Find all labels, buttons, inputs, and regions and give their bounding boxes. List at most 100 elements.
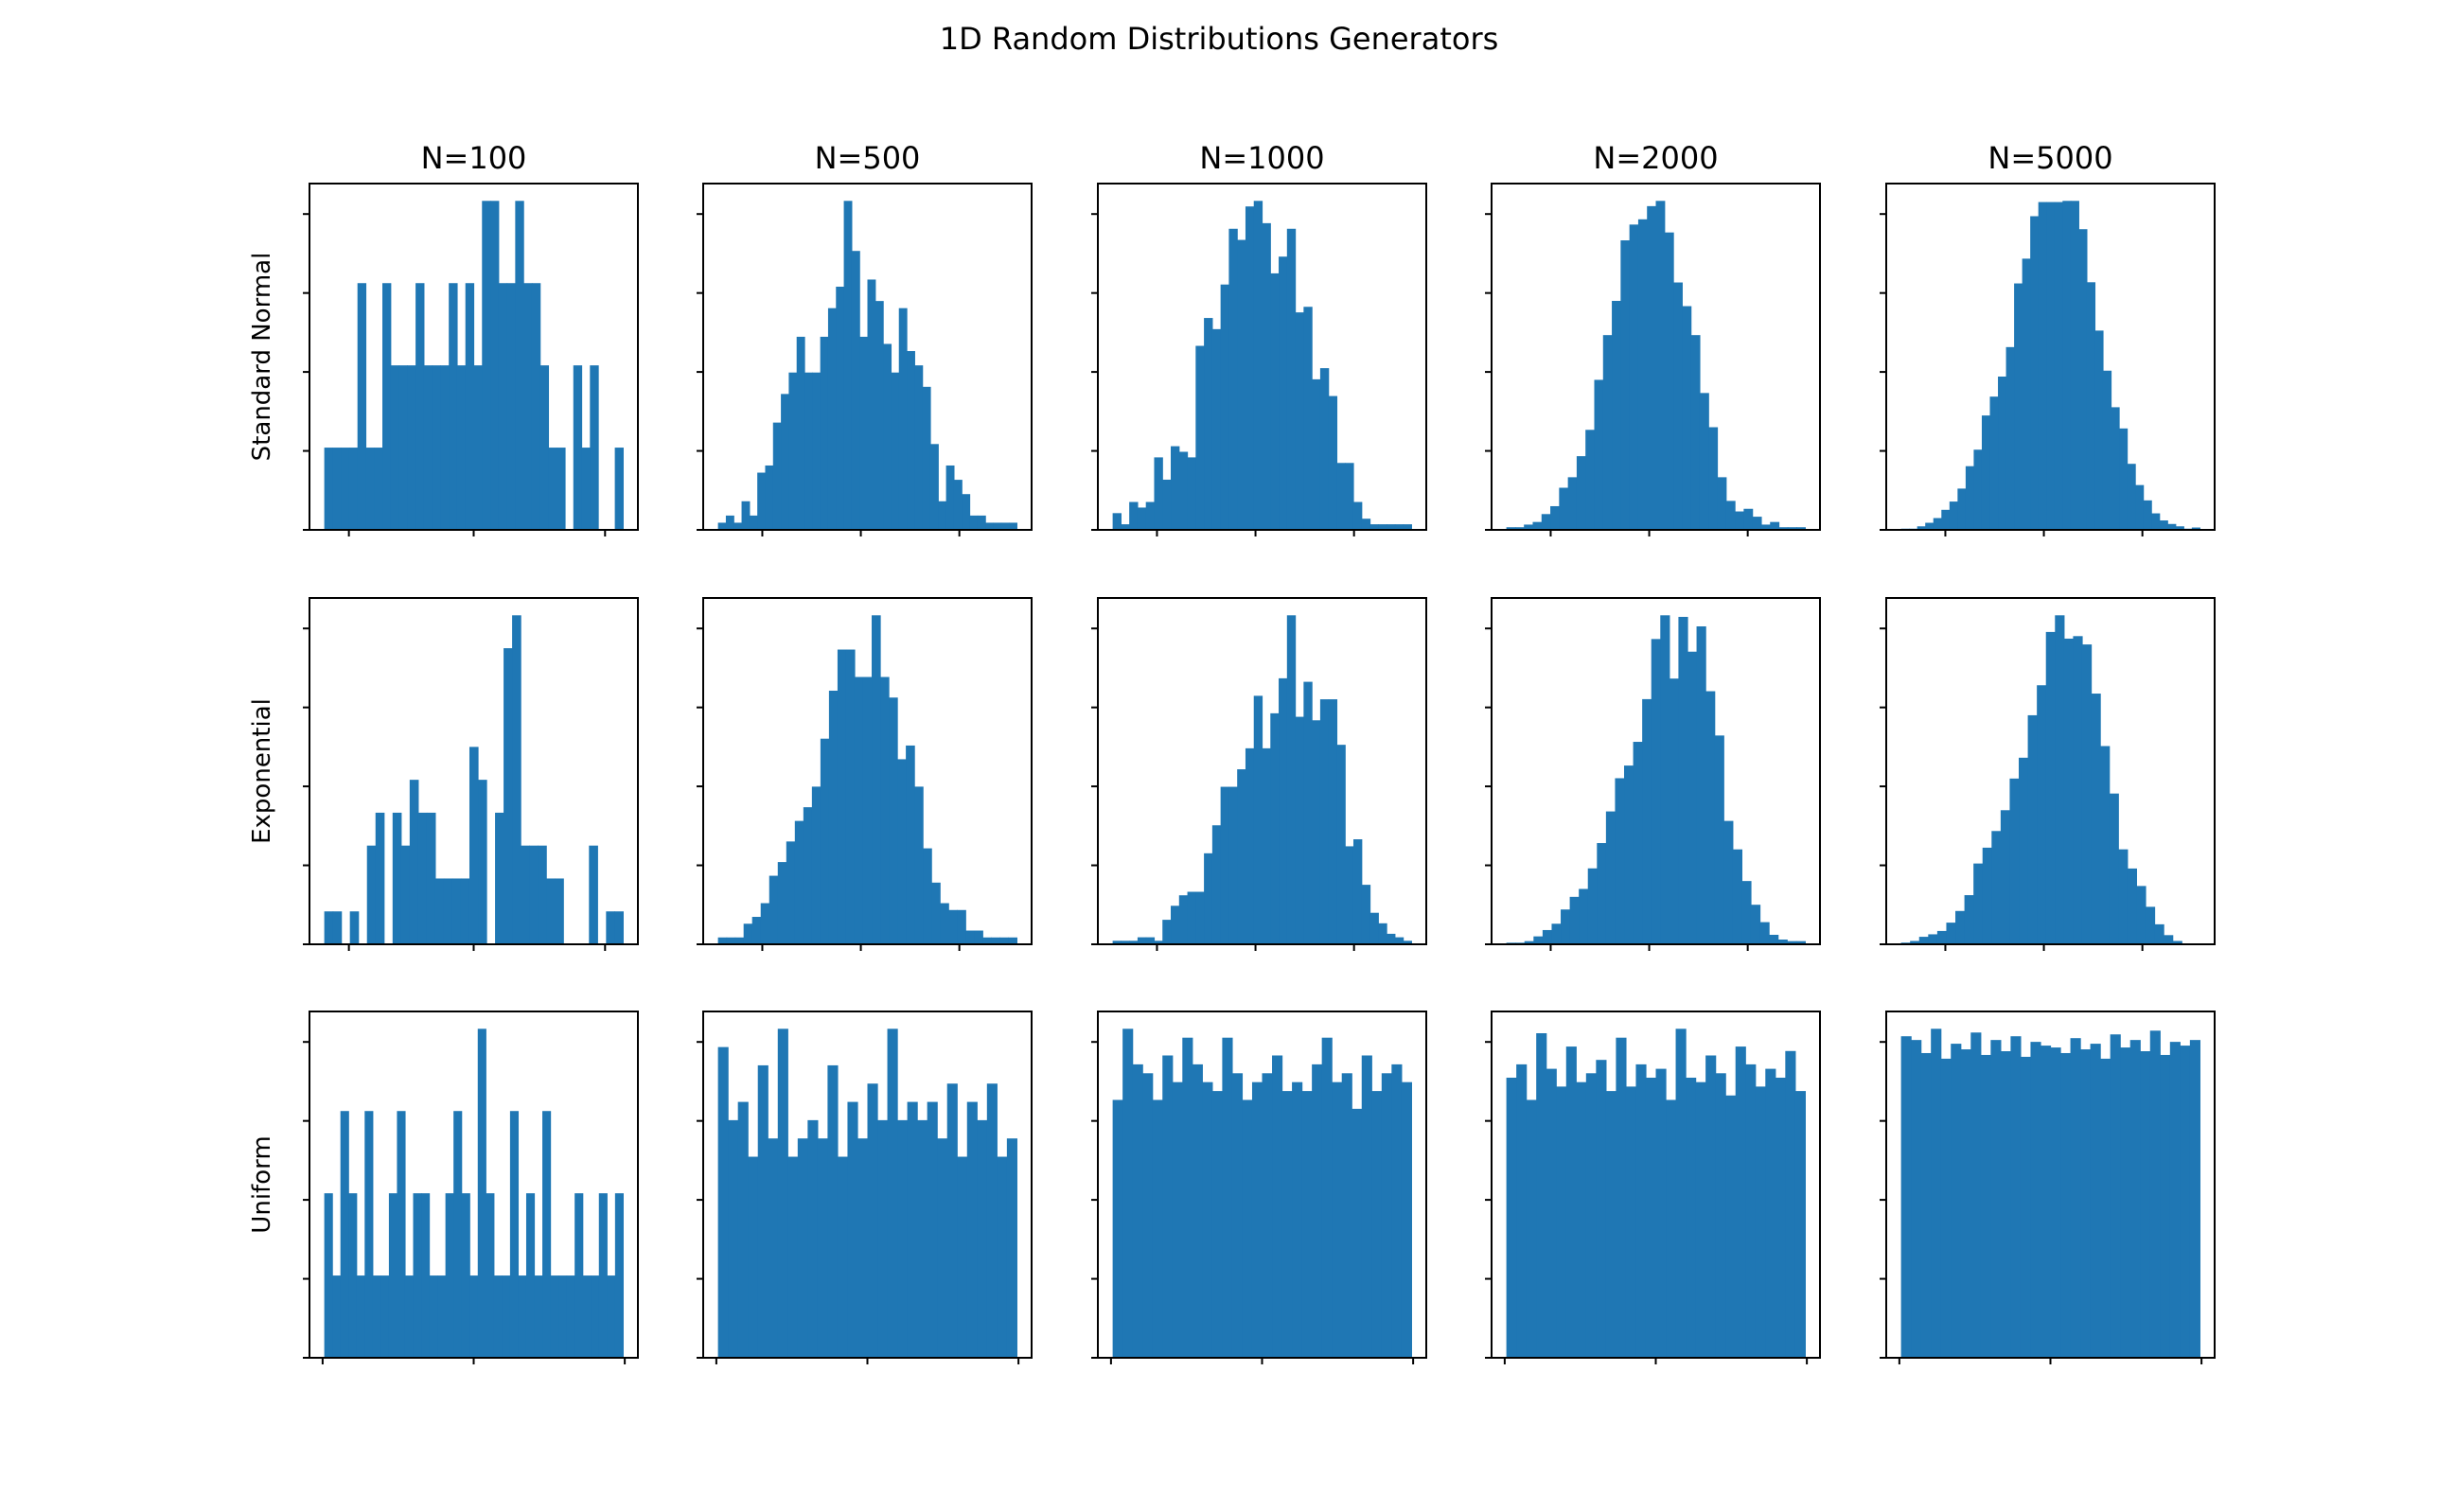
histogram-bar bbox=[1678, 616, 1688, 944]
histogram-bar bbox=[443, 878, 453, 944]
histogram-bar bbox=[1576, 1081, 1587, 1358]
histogram-bar bbox=[1345, 463, 1354, 530]
histogram-bar bbox=[495, 812, 504, 944]
histogram-bar bbox=[482, 201, 491, 531]
histogram-bar bbox=[581, 448, 591, 530]
histogram-bar bbox=[388, 1193, 398, 1358]
histogram-bar bbox=[1569, 896, 1580, 944]
histogram-bar bbox=[348, 1193, 358, 1358]
histogram-bar bbox=[817, 1138, 828, 1358]
histogram-bar bbox=[1585, 1073, 1597, 1358]
histogram-bar bbox=[451, 878, 462, 944]
histogram-bar bbox=[2050, 1047, 2061, 1358]
histogram-bar bbox=[453, 1111, 463, 1358]
histogram-bar bbox=[606, 911, 615, 944]
histogram-bar bbox=[957, 1156, 968, 1358]
histogram-bar bbox=[1228, 228, 1238, 530]
histogram-bar bbox=[777, 1029, 788, 1358]
histogram-bar bbox=[953, 480, 963, 530]
histogram-bar bbox=[1686, 1077, 1697, 1358]
histogram-bar bbox=[1933, 518, 1942, 530]
histogram-bar bbox=[1220, 284, 1230, 530]
histogram-bar bbox=[1980, 1054, 1991, 1358]
histogram-bar bbox=[1743, 508, 1754, 530]
histogram-bar bbox=[1231, 1073, 1244, 1358]
histogram-bar bbox=[1565, 1046, 1577, 1358]
histogram-bar bbox=[582, 1275, 592, 1358]
histogram-bar bbox=[1920, 1052, 1932, 1358]
histogram-bar bbox=[2086, 282, 2096, 530]
histogram-bar bbox=[1796, 527, 1806, 530]
histogram-bar bbox=[1237, 769, 1246, 944]
histogram-bar bbox=[922, 386, 931, 530]
histogram-bar bbox=[1955, 910, 1966, 944]
histogram-bar bbox=[734, 937, 745, 944]
histogram-bar bbox=[854, 677, 864, 944]
histogram-bar bbox=[1745, 1064, 1757, 1358]
histogram-bar bbox=[2120, 1047, 2131, 1358]
histogram-bar bbox=[1991, 831, 2002, 944]
histogram-bar bbox=[531, 283, 541, 530]
histogram-bar bbox=[937, 1138, 948, 1358]
histogram-bar bbox=[1981, 415, 1991, 530]
histogram-bar bbox=[2129, 1040, 2141, 1358]
histogram-bar bbox=[2172, 941, 2182, 944]
histogram-bar bbox=[1723, 820, 1734, 944]
histogram-bar bbox=[415, 283, 425, 530]
histogram-bar bbox=[2102, 370, 2112, 530]
histogram-bar bbox=[417, 812, 428, 944]
histogram-bar bbox=[1605, 1091, 1616, 1358]
histogram-bar bbox=[1121, 941, 1130, 944]
histogram-bar bbox=[2063, 638, 2075, 944]
histogram-bar bbox=[1645, 1077, 1657, 1358]
histogram-bar bbox=[2154, 923, 2164, 944]
histogram-bar bbox=[437, 1275, 447, 1358]
histogram-bar bbox=[985, 522, 995, 530]
histogram-bar bbox=[2136, 886, 2146, 944]
histogram-bar bbox=[556, 448, 566, 530]
histogram-bar bbox=[1336, 463, 1346, 530]
histogram-bar bbox=[827, 1064, 839, 1358]
histogram-bar bbox=[1998, 376, 2007, 530]
histogram-bar bbox=[1387, 524, 1396, 530]
histogram-bar bbox=[614, 1193, 624, 1358]
histogram-bar bbox=[1735, 511, 1744, 530]
histogram-bar bbox=[1708, 427, 1719, 530]
histogram-bar bbox=[2014, 283, 2023, 530]
figure-title: 1D Random Distributions Generators bbox=[939, 21, 1499, 57]
histogram-bar bbox=[1940, 1058, 1952, 1358]
column-title: N=500 bbox=[815, 140, 921, 176]
histogram-bar bbox=[2019, 757, 2029, 944]
subplot-r0-c0: N=100 Standard Normal bbox=[248, 140, 639, 536]
histogram-bar bbox=[812, 372, 822, 530]
histogram-bar bbox=[392, 812, 402, 944]
histogram-bar bbox=[966, 1101, 978, 1358]
histogram-bar bbox=[962, 494, 971, 530]
histogram-bar bbox=[2081, 644, 2093, 944]
histogram-bar bbox=[542, 1111, 552, 1358]
histogram-bar bbox=[1301, 1091, 1313, 1358]
histogram-bar bbox=[607, 1275, 616, 1358]
histogram-bar bbox=[2010, 1036, 2022, 1358]
histogram-bar bbox=[1202, 1081, 1213, 1358]
subplot-r0-c4: N=5000 bbox=[1880, 140, 2216, 536]
histogram-bar bbox=[1561, 909, 1571, 944]
histogram-bar bbox=[803, 807, 813, 945]
histogram-bar bbox=[1936, 930, 1948, 944]
histogram-bar bbox=[473, 365, 483, 530]
histogram-bar bbox=[931, 882, 941, 944]
histogram-bar bbox=[460, 878, 470, 944]
histogram-bar bbox=[1585, 430, 1596, 530]
histogram-bar bbox=[1352, 501, 1363, 530]
histogram-bar bbox=[1931, 1029, 1942, 1358]
histogram-bar bbox=[1759, 922, 1770, 944]
histogram-bar bbox=[827, 308, 837, 530]
histogram-bar bbox=[887, 1029, 898, 1358]
histogram-bar bbox=[2046, 202, 2056, 531]
histogram-bar bbox=[1615, 778, 1625, 944]
histogram-bar bbox=[1262, 1073, 1273, 1358]
histogram-bar bbox=[341, 448, 350, 530]
histogram-bar bbox=[927, 1101, 938, 1358]
histogram-bar bbox=[1559, 487, 1569, 530]
histogram-bar bbox=[1145, 501, 1156, 530]
